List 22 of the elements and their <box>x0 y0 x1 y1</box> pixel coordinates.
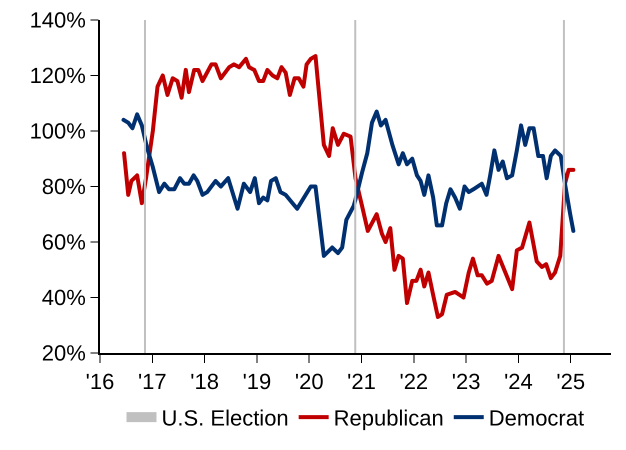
x-tick-label: '20 <box>294 369 324 394</box>
x-tick-label: '19 <box>242 369 272 394</box>
line-series <box>122 110 576 258</box>
x-tick-label: '25 <box>556 369 586 394</box>
legend-label: U.S. Election <box>162 406 289 431</box>
x-tick-label: '23 <box>452 369 480 394</box>
line-series <box>122 54 576 319</box>
x-tick-label: '18 <box>190 369 219 394</box>
legend-label: Democrat <box>488 406 584 431</box>
x-tick-label: '17 <box>138 369 167 394</box>
y-tick-label: 80% <box>42 174 86 200</box>
y-tick-label: 60% <box>42 230 86 255</box>
x-tick-label: '21 <box>347 369 376 394</box>
x-tick-label: '24 <box>504 369 533 394</box>
y-tick-label: 20% <box>42 340 86 366</box>
x-tick-label: '22 <box>399 369 428 394</box>
x-tick-label: '16 <box>86 369 114 394</box>
y-tick-label: 40% <box>42 285 86 310</box>
y-tick-label: 120% <box>30 63 86 88</box>
y-tick-label: 100% <box>30 118 86 144</box>
y-tick-label: 140% <box>30 8 86 33</box>
legend-label: Republican <box>334 406 444 431</box>
